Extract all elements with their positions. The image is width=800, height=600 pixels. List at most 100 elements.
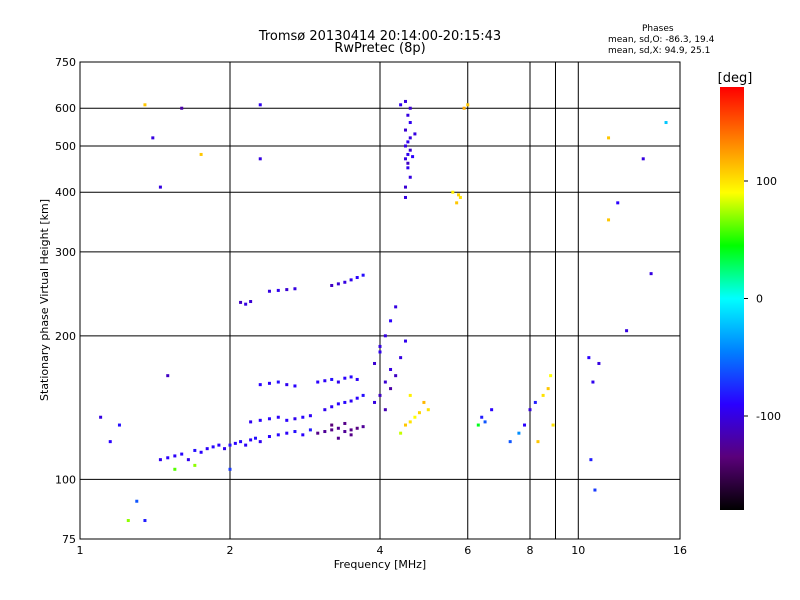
data-point [625, 329, 629, 333]
data-point [389, 387, 393, 391]
data-point [408, 175, 412, 179]
data-point [323, 379, 327, 383]
data-point [349, 399, 353, 403]
grid-lines [80, 62, 680, 539]
data-point [173, 467, 177, 471]
data-point [536, 440, 540, 444]
data-point [403, 157, 407, 161]
data-point [336, 426, 340, 430]
data-point [316, 431, 320, 435]
data-point [330, 428, 334, 432]
x-tick-label: 6 [464, 544, 471, 557]
data-point [285, 383, 289, 387]
y-axis: 75 100 200 300 400 500 600 750 [55, 56, 76, 546]
data-point [361, 393, 365, 397]
data-point [330, 405, 334, 409]
phase-colorbar: [deg] 100 0 -100 [718, 71, 781, 510]
info-line: mean, sd,X: 94.9, 25.1 [608, 46, 710, 56]
data-point [403, 339, 407, 343]
data-point [413, 132, 417, 136]
data-points [99, 99, 668, 523]
y-axis-label: Stationary phase Virtual Height [km] [38, 199, 51, 401]
data-point [490, 408, 494, 412]
data-point [151, 136, 155, 140]
data-point [308, 428, 312, 432]
data-point [249, 300, 253, 304]
x-tick-label: 16 [673, 544, 687, 557]
data-point [180, 106, 184, 110]
data-point [607, 218, 611, 222]
data-point [244, 443, 248, 447]
data-point [276, 380, 280, 384]
data-point [361, 425, 365, 429]
data-point [597, 361, 601, 365]
data-point [458, 195, 462, 199]
data-point [399, 103, 403, 107]
data-point [301, 433, 305, 437]
data-point [394, 305, 398, 309]
data-point [258, 418, 262, 422]
data-point [349, 375, 353, 379]
data-point [143, 103, 147, 107]
data-point [411, 155, 415, 159]
data-point [293, 417, 297, 421]
data-point [641, 157, 645, 161]
data-point [180, 452, 184, 456]
data-point [383, 334, 387, 338]
data-point [383, 408, 387, 412]
data-point [249, 438, 253, 442]
data-point [267, 289, 271, 293]
data-point [211, 445, 215, 449]
data-point [587, 356, 591, 360]
data-point [253, 436, 257, 440]
data-point [408, 136, 412, 140]
data-point [239, 440, 243, 444]
data-point [166, 374, 170, 378]
colorbar-tick-label: -100 [756, 410, 781, 423]
data-point [158, 185, 162, 189]
data-point [330, 423, 334, 427]
data-point [593, 488, 597, 492]
data-point [349, 428, 353, 432]
x-tick-label: 10 [571, 544, 585, 557]
y-tick-label: 100 [55, 473, 76, 486]
data-point [399, 431, 403, 435]
data-point [343, 400, 347, 404]
data-point [267, 381, 271, 385]
data-point [258, 440, 262, 444]
chart-title: Tromsø 20130414 20:14:00-20:15:43 [258, 29, 501, 44]
data-point [117, 423, 121, 427]
data-point [508, 440, 512, 444]
data-point [249, 420, 253, 424]
data-point [336, 436, 340, 440]
data-point [426, 408, 430, 412]
data-point [199, 450, 203, 454]
data-point [378, 344, 382, 348]
data-point [355, 377, 359, 381]
colorbar-tick-label: 100 [756, 175, 777, 188]
data-point [293, 430, 297, 434]
info-line: mean, sd,O: -86.3, 19.4 [608, 35, 715, 45]
data-point [323, 430, 327, 434]
data-point [551, 423, 555, 427]
y-tick-label: 300 [55, 246, 76, 259]
y-tick-label: 400 [55, 186, 76, 199]
data-point [186, 458, 190, 462]
data-point [383, 380, 387, 384]
data-point [293, 384, 297, 388]
data-point [323, 408, 327, 412]
data-point [408, 420, 412, 424]
data-point [276, 288, 280, 292]
data-point [394, 374, 398, 378]
data-point [258, 383, 262, 387]
plot-frame [79, 61, 681, 540]
data-point [205, 447, 209, 451]
y-tick-label: 600 [55, 102, 76, 115]
data-point [217, 443, 221, 447]
data-point [451, 190, 455, 194]
data-point [244, 302, 248, 306]
data-point [336, 282, 340, 286]
chart-subtitle: RwPretec (8p) [334, 41, 425, 56]
data-point [193, 463, 197, 467]
